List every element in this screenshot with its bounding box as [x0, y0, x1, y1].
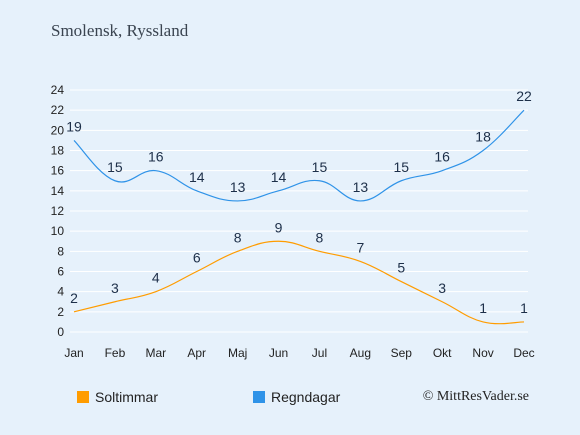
y-tick-label: 10 — [51, 224, 65, 238]
x-tick-label: Dec — [513, 346, 534, 360]
x-tick-label: Jul — [312, 346, 327, 360]
data-label-sun: 9 — [275, 219, 283, 235]
y-tick-label: 16 — [51, 164, 65, 178]
x-tick-label: Feb — [105, 346, 126, 360]
legend-swatch-rain — [253, 391, 265, 403]
data-label-rain: 15 — [312, 159, 328, 175]
x-tick-label: Maj — [228, 346, 247, 360]
y-tick-label: 12 — [51, 204, 65, 218]
data-label-sun: 8 — [316, 229, 324, 245]
data-label-rain: 16 — [434, 149, 450, 165]
x-tick-label: Jun — [269, 346, 288, 360]
y-tick-label: 6 — [57, 265, 64, 279]
legend-item-rain: Regndagar — [253, 389, 340, 405]
x-tick-label: Mar — [145, 346, 166, 360]
x-tick-label: Okt — [433, 346, 452, 360]
chart-title: Smolensk, Ryssland — [51, 21, 189, 40]
y-tick-label: 22 — [51, 103, 65, 117]
data-label-sun: 7 — [356, 239, 364, 255]
data-label-sun: 1 — [479, 300, 487, 316]
data-label-rain: 13 — [353, 179, 369, 195]
x-tick-label: Aug — [350, 346, 371, 360]
data-label-rain: 19 — [66, 118, 82, 134]
data-label-rain: 13 — [230, 179, 246, 195]
data-label-rain: 15 — [107, 159, 123, 175]
x-tick-label: Jan — [64, 346, 83, 360]
data-label-sun: 1 — [520, 300, 528, 316]
y-tick-label: 20 — [51, 123, 65, 137]
data-label-sun: 2 — [70, 290, 78, 306]
x-tick-label: Apr — [187, 346, 206, 360]
y-tick-label: 24 — [51, 83, 65, 97]
data-label-sun: 4 — [152, 270, 160, 286]
y-tick-label: 0 — [57, 325, 64, 339]
legend-swatch-sun — [77, 391, 89, 403]
y-tick-label: 4 — [57, 285, 64, 299]
data-label-rain: 14 — [189, 169, 205, 185]
data-label-rain: 16 — [148, 149, 164, 165]
legend-item-sun: Soltimmar — [77, 389, 158, 405]
data-label-rain: 14 — [271, 169, 287, 185]
data-label-rain: 22 — [516, 88, 532, 104]
y-tick-label: 2 — [57, 305, 64, 319]
data-label-rain: 15 — [393, 159, 409, 175]
data-label-rain: 18 — [475, 129, 491, 145]
x-tick-label: Nov — [472, 346, 493, 360]
x-tick-label: Sep — [391, 346, 413, 360]
data-label-sun: 6 — [193, 250, 201, 266]
legend-label-sun: Soltimmar — [95, 389, 159, 405]
series-line-sun — [73, 240, 525, 325]
data-label-sun: 5 — [397, 260, 405, 276]
data-label-sun: 8 — [234, 229, 242, 245]
copyright-text: © MittResVader.se — [422, 389, 529, 404]
data-label-sun: 3 — [438, 280, 446, 296]
y-tick-label: 8 — [57, 244, 64, 258]
legend-label-rain: Regndagar — [271, 389, 341, 405]
series-line-rain — [73, 109, 525, 202]
y-tick-label: 18 — [51, 144, 65, 158]
data-label-sun: 3 — [111, 280, 119, 296]
y-tick-label: 14 — [51, 184, 65, 198]
